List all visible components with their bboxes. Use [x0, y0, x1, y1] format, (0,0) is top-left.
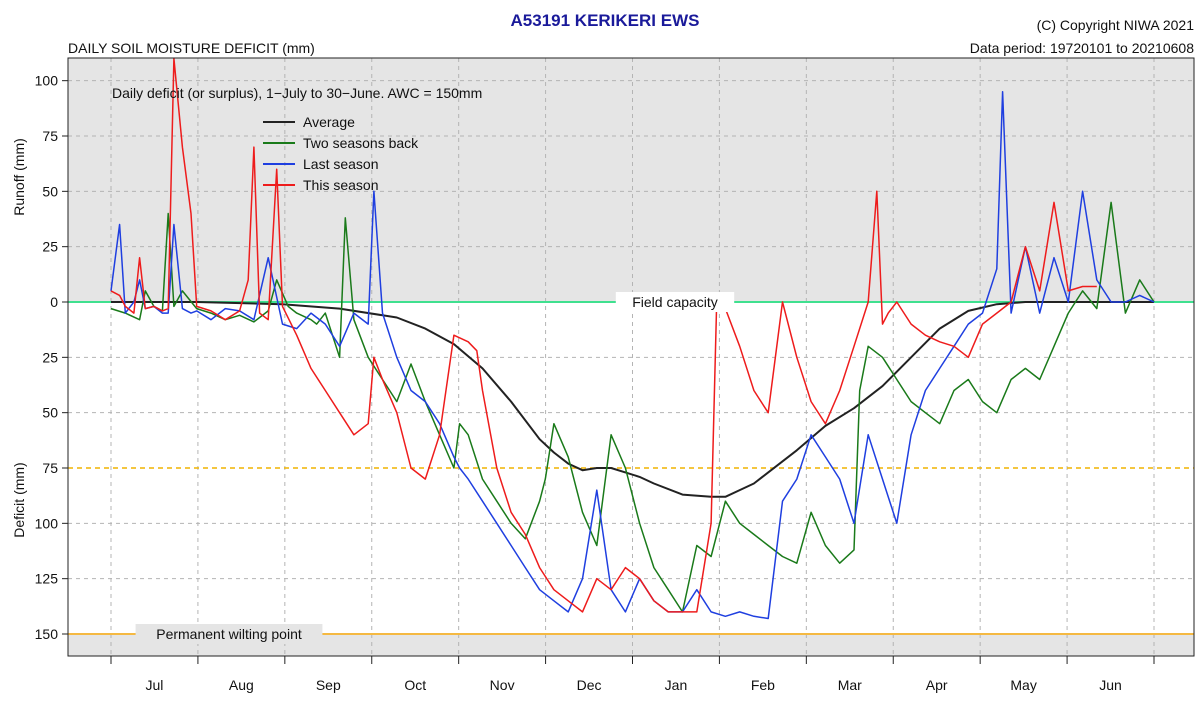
chart-subtitle: DAILY SOIL MOISTURE DEFICIT (mm): [68, 40, 315, 56]
y-tick-label: 50: [42, 405, 58, 421]
copyright-text: (C) Copyright NIWA 2021: [1037, 17, 1195, 33]
x-tick-label: Mar: [838, 677, 862, 693]
series-line: [110, 57, 1097, 613]
reference-lines: [68, 301, 1194, 635]
x-tick-label: Apr: [926, 677, 948, 693]
reference-label-background: [135, 624, 323, 644]
y-axis: 100 75 50 25 0 25 50 75 100 125 150: [35, 73, 68, 642]
y-tick-label: 25: [42, 239, 58, 255]
legend-label: Average: [303, 114, 355, 130]
x-tick-label: Jan: [665, 677, 688, 693]
x-tick-label: Jun: [1099, 677, 1122, 693]
x-tick-label: Jul: [146, 677, 164, 693]
x-tick-label: Nov: [490, 677, 515, 693]
y-tick-label: 150: [35, 626, 59, 642]
x-tick-label: Sep: [316, 677, 341, 693]
series-lines: [110, 57, 1155, 620]
series-line: [110, 201, 1155, 613]
y-tick-label: 0: [50, 294, 58, 310]
y-tick-label: 75: [42, 128, 58, 144]
data-period-text: Data period: 19720101 to 20210608: [970, 40, 1194, 56]
reference-label: Permanent wilting point: [156, 626, 302, 642]
series-line: [110, 90, 1155, 620]
y-tick-label: 125: [35, 571, 59, 587]
reference-label-background: [615, 292, 735, 312]
y-tick-label: 25: [42, 349, 58, 365]
legend-label: Last season: [303, 156, 379, 172]
reference-label: Field capacity: [632, 294, 718, 310]
y-axis-title-deficit: Deficit (mm): [11, 462, 27, 537]
x-tick-label: Feb: [751, 677, 775, 693]
y-tick-label: 50: [42, 183, 58, 199]
y-axis-title-runoff: Runoff (mm): [11, 138, 27, 216]
reference-labels: Field capacity Permanent wilting point: [135, 292, 735, 644]
legend-label: Two seasons back: [303, 135, 419, 151]
chart-annotation: Daily deficit (or surplus), 1−July to 30…: [112, 85, 482, 101]
x-tick-label: May: [1010, 677, 1036, 693]
y-tick-label: 100: [35, 515, 59, 531]
beyond-wilting-region: [68, 634, 1194, 656]
chart-title: A53191 KERIKERI EWS: [511, 11, 700, 30]
grid-lines: [68, 58, 1194, 656]
x-axis: Jul Aug Sep Oct Nov Dec Jan Feb Mar Apr May Jun: [110, 656, 1155, 693]
y-tick-label: 75: [42, 460, 58, 476]
y-tick-label: 100: [35, 73, 59, 89]
legend-label: This season: [303, 177, 378, 193]
plot-frame: [67, 57, 1195, 657]
x-tick-label: Dec: [577, 677, 602, 693]
legend: Average Two seasons back Last season This s…: [263, 114, 419, 193]
x-tick-label: Oct: [404, 677, 426, 693]
x-tick-label: Aug: [229, 677, 254, 693]
series-line: [111, 301, 1154, 498]
